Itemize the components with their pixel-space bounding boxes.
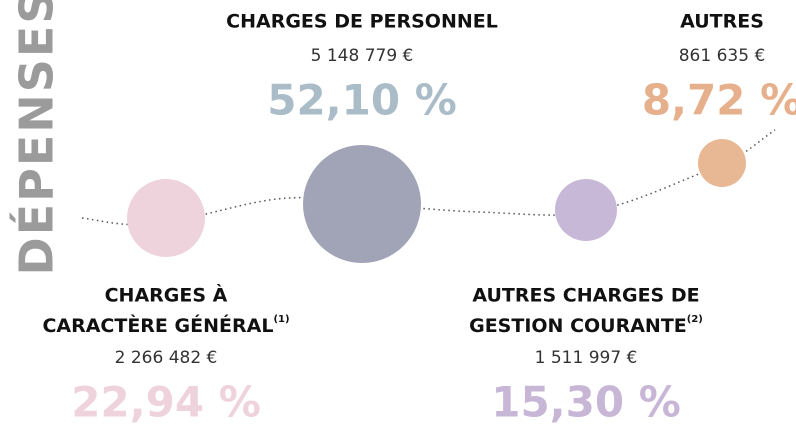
share: 22,94 % <box>71 378 261 424</box>
share: 52,10 % <box>267 76 457 125</box>
amount: 5 148 779 € <box>311 46 414 66</box>
circle-autres <box>698 139 746 187</box>
circle-personnel <box>303 145 421 263</box>
amount: 1 511 997 € <box>535 348 638 368</box>
amount: 861 635 € <box>679 46 766 66</box>
note: (2) <box>687 314 703 325</box>
label: AUTRES CHARGES DE <box>472 285 699 307</box>
share: 8,72 % <box>642 76 796 125</box>
label-line: GESTION COURANTE <box>469 315 687 337</box>
amount: 2 266 482 € <box>115 348 218 368</box>
label-line: CARACTÈRE GÉNÉRAL <box>42 314 273 337</box>
circle-general <box>127 179 205 257</box>
title: DÉPENSES <box>10 0 64 275</box>
label: CHARGES DE PERSONNEL <box>226 11 498 33</box>
label: CARACTÈRE GÉNÉRAL(1) <box>42 314 289 337</box>
label: GESTION COURANTE(2) <box>469 314 703 337</box>
label: CHARGES À <box>105 284 228 307</box>
label: AUTRES <box>680 11 764 33</box>
circle-gestion <box>555 179 617 241</box>
share: 15,30 % <box>491 378 681 424</box>
note: (1) <box>273 314 289 325</box>
